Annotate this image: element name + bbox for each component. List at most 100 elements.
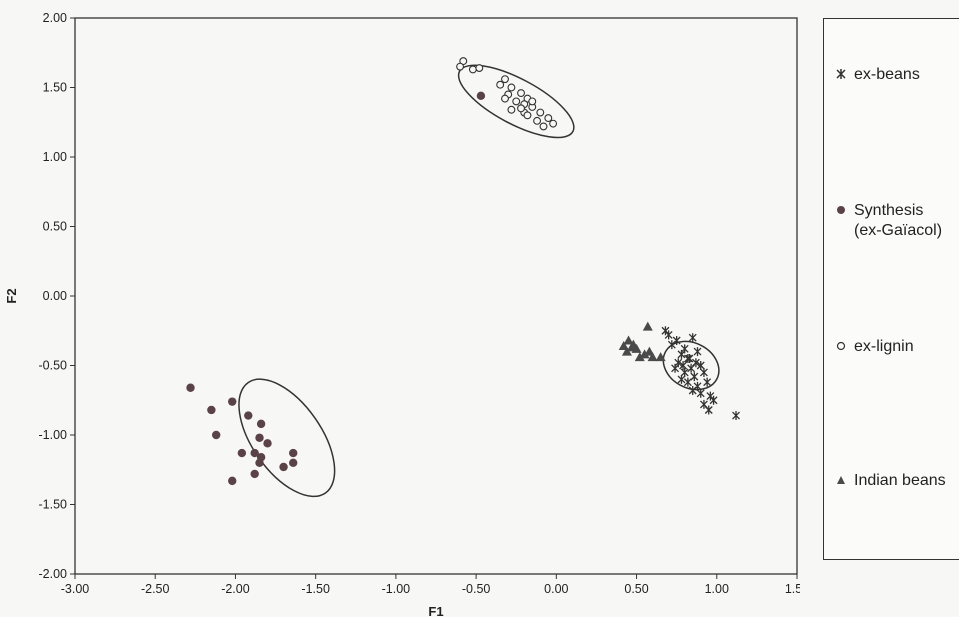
point-ex-beans (688, 333, 697, 343)
point-ex-lignin (475, 64, 484, 72)
point-ex-lignin (512, 97, 521, 106)
point-ex-lignin (523, 111, 532, 120)
point-ex-lignin (501, 94, 509, 103)
point-synthesis (228, 397, 237, 406)
point-ex-lignin (536, 108, 545, 117)
x-tick-label: -2.00 (221, 582, 250, 596)
y-axis-title: F2 (4, 288, 19, 303)
x-tick-label: -1.00 (382, 582, 411, 596)
point-ex-beans (704, 405, 713, 415)
point-ex-lignin (468, 65, 477, 74)
point-ex-beans (688, 386, 697, 396)
point-synthesis (244, 411, 253, 420)
point-ex-lignin (533, 116, 542, 125)
x-tick-label: 1.50 (785, 582, 800, 596)
point-synthesis (263, 439, 272, 448)
plot-area (74, 17, 798, 575)
point-ex-lignin (549, 119, 558, 128)
confidence-ellipses (238, 64, 720, 498)
x-tick-label: -2.50 (141, 582, 170, 596)
y-tick-label: -0.50 (39, 359, 68, 373)
point-ex-beans (667, 340, 676, 350)
point-ex-beans (732, 411, 740, 421)
point-ex-beans (679, 361, 688, 370)
legend-label: Synthesis (ex-Gaïacol) (854, 201, 942, 241)
point-ex-lignin (544, 114, 553, 123)
point-ex-beans (691, 358, 700, 368)
x-tick-label: 0.50 (624, 582, 648, 596)
point-ex-beans (703, 377, 712, 387)
point-ex-beans (671, 363, 680, 373)
point-synthesis (207, 405, 216, 415)
point-synthesis (237, 448, 247, 458)
legend-label: ex-beans (854, 66, 920, 83)
point-synthesis (476, 91, 486, 101)
y-tick-label: 1.00 (43, 150, 67, 164)
point-ex-beans (661, 326, 670, 336)
point-ex-lignin (528, 97, 537, 106)
y-tick-label: -2.00 (39, 567, 68, 581)
point-ex-beans (672, 335, 681, 345)
legend-label-line1: Synthesis (854, 202, 924, 219)
point-synthesis (279, 462, 288, 472)
point-indian-beans (623, 335, 634, 345)
point-indian-beans (634, 352, 645, 362)
point-ex-beans (696, 388, 705, 398)
cluster-ellipse (457, 64, 575, 139)
legend-label: Indian beans (854, 472, 946, 489)
legend-item-indian-beans: Indian beans (834, 471, 946, 491)
y-tick-label: -1.00 (39, 428, 68, 442)
point-ex-lignin (539, 122, 548, 131)
point-synthesis (256, 419, 266, 429)
x-tick-label: -0.50 (462, 582, 491, 596)
x-tick-label: -1.50 (301, 582, 330, 596)
point-indian-beans (647, 352, 658, 362)
point-indian-beans (644, 346, 655, 356)
point-ex-beans (683, 377, 692, 387)
point-ex-lignin (517, 104, 525, 113)
data-points (186, 57, 740, 486)
point-ex-lignin (507, 105, 516, 114)
point-ex-lignin (517, 89, 525, 98)
point-indian-beans (626, 342, 637, 352)
point-ex-beans (693, 381, 702, 391)
y-tick-label: 0.50 (43, 220, 67, 234)
x-tick-label: -3.00 (61, 582, 90, 596)
x-tick-label: 1.00 (705, 582, 729, 596)
point-synthesis (186, 383, 195, 392)
y-axis-ticks: 2.00 1.50 1.00 0.50 0.00 -0.50 -1.00 -1.50 -2.00 (39, 11, 75, 581)
legend-label-line2: (ex-Gaïacol) (854, 222, 943, 239)
open-circle-marker-icon (836, 341, 846, 351)
point-synthesis (211, 430, 221, 440)
point-ex-lignin (501, 75, 509, 84)
point-ex-beans (664, 330, 673, 340)
x-tick-label: 0.00 (544, 582, 568, 596)
cluster-ellipse (662, 340, 720, 391)
x-axis-ticks: -3.00 -2.50 -2.00 -1.50 -1.00 -0.50 0.00 0.50 1.… (61, 574, 800, 596)
point-ex-beans (709, 395, 718, 405)
point-ex-lignin (496, 80, 505, 89)
y-tick-label: 2.00 (43, 11, 67, 25)
legend-item-ex-beans: ex-beans (834, 65, 920, 85)
point-ex-beans (690, 372, 699, 382)
point-ex-beans (696, 361, 705, 370)
y-tick-label: 0.00 (43, 289, 67, 303)
point-synthesis (289, 458, 298, 467)
point-indian-beans (618, 341, 629, 351)
filled-triangle-marker-icon (837, 476, 845, 484)
y-tick-label: -1.50 (39, 498, 68, 512)
point-indian-beans (655, 352, 666, 362)
point-ex-beans (685, 354, 694, 364)
asterisk-marker-icon (836, 69, 846, 79)
point-synthesis (250, 448, 259, 458)
point-synthesis (250, 469, 259, 479)
y-tick-label: 1.50 (43, 81, 67, 95)
point-ex-beans (706, 391, 715, 401)
point-synthesis (255, 433, 264, 442)
point-ex-lignin (507, 83, 516, 92)
point-ex-beans (677, 349, 686, 359)
point-synthesis (289, 448, 298, 458)
point-ex-beans (693, 347, 702, 357)
cluster-ellipse (238, 378, 336, 498)
legend-item-synthesis: Synthesis (ex-Gaïacol) (834, 201, 942, 241)
